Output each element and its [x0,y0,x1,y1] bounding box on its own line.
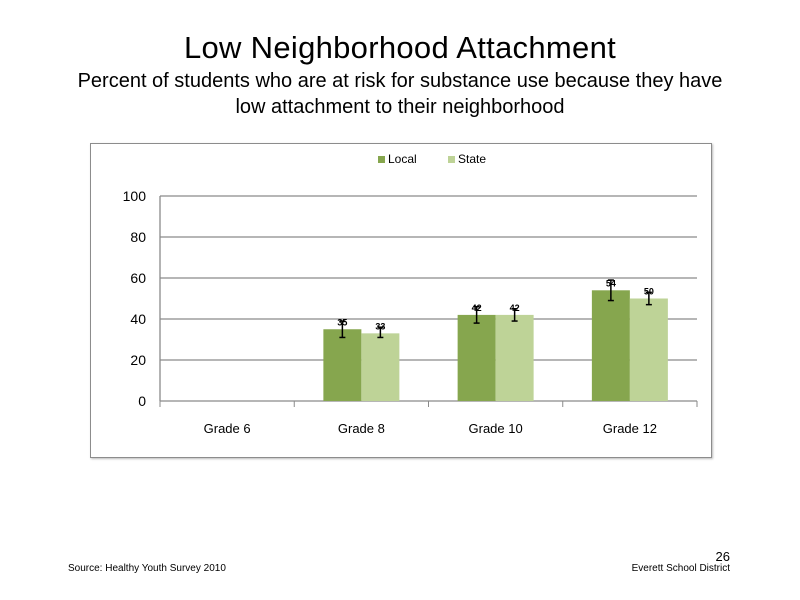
data-label: 42 [472,303,482,313]
page-number: 26 [715,549,730,564]
bar-local [457,314,496,401]
legend-swatch-local [378,156,385,163]
y-tick-label: 20 [130,352,146,368]
data-label: 42 [510,303,520,313]
y-tick-label: 60 [130,270,146,286]
x-tick-label: Grade 6 [204,421,251,436]
bar-chart: 0 20 40 60 80 100 Grade 6 Grade 8 Grade 10 Grade … [123,152,698,436]
legend-label: Local [388,152,417,166]
bar-local [591,290,630,401]
bar-state [361,333,400,401]
source-note: Source: Healthy Youth Survey 2010 [68,563,226,574]
data-label: 54 [606,278,616,288]
y-tick-label: 0 [138,393,146,409]
chart-frame: 0 20 40 60 80 100 Grade 6 Grade 8 Grade 10 Grade … [90,143,712,458]
y-tick-label: 80 [130,229,146,245]
legend-swatch-state [448,156,455,163]
x-tick-label: Grade 10 [469,421,523,436]
bar-state [495,314,534,401]
data-label: 50 [644,287,654,297]
x-tick-label: Grade 8 [338,421,385,436]
organization-name: Everett School District [631,563,730,574]
data-label: 35 [337,317,347,327]
bar-local [323,329,362,401]
bar-state [629,298,668,401]
slide-title: Low Neighborhood Attachment [183,30,617,65]
legend-label: State [458,152,486,166]
x-tick-label: Grade 12 [603,421,657,436]
data-label: 33 [375,321,385,331]
y-tick-label: 40 [130,311,146,327]
y-tick-label: 100 [123,188,147,204]
slide-subtitle: Percent of students who are at risk for … [77,70,723,118]
